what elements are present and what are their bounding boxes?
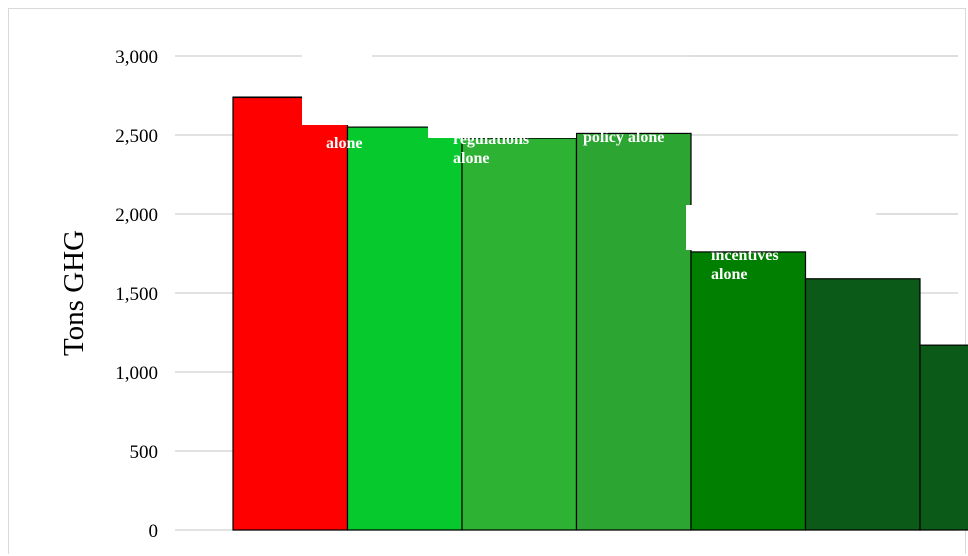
bar (919, 344, 968, 531)
y-tick-label: 500 (130, 442, 159, 463)
label-overlays (233, 40, 958, 250)
y-tick-label: 1,000 (115, 363, 158, 384)
y-tick-label: 1,500 (115, 284, 158, 305)
bar (346, 126, 463, 531)
y-tick-label: 3,000 (115, 47, 158, 68)
bar-top-edge (233, 97, 302, 99)
bars (232, 96, 968, 531)
bar (690, 251, 807, 531)
bar (461, 137, 578, 531)
y-tick-label: 2,500 (115, 126, 158, 147)
y-axis-label: Tons GHG (58, 230, 90, 356)
y-tick-label: 2,000 (115, 205, 158, 226)
label-box (576, 40, 691, 132)
label-box (428, 40, 576, 138)
label-box (302, 40, 372, 125)
y-axis-ticks: 0 500 1,000 1,500 2,000 2,500 3,000 (115, 47, 158, 542)
bar-label: alone (326, 135, 362, 152)
label-box (372, 40, 428, 126)
bar-label: incentives (711, 247, 779, 264)
bar-label: regulations (453, 131, 529, 148)
bar-label: alone (453, 150, 489, 167)
y-tick-label: 0 (149, 521, 159, 542)
label-box (686, 205, 878, 250)
bar-labels: alone regulations alone policy alone incenti… (326, 129, 779, 283)
bar-label: policy alone (583, 129, 664, 146)
bar (232, 96, 349, 531)
bar (804, 278, 921, 531)
bar (575, 132, 692, 531)
bar-label: alone (711, 266, 747, 283)
